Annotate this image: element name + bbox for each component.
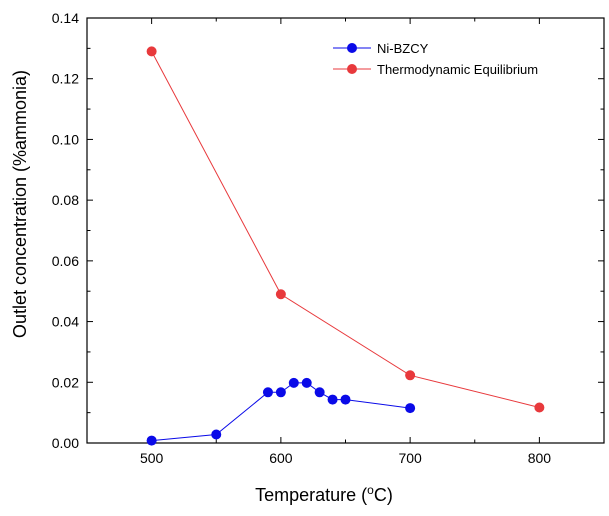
data-point-ni-bzcy xyxy=(327,394,338,405)
plot-frame xyxy=(86,17,605,444)
y-axis-title: Outlet concentration (%ammonia) xyxy=(10,70,30,338)
axis-ticks: 500 600 700 800 0.00 0.02 0.04 0.06 0.08 0.10 0.12… xyxy=(52,10,604,466)
x-tick-label: 800 xyxy=(528,450,552,466)
data-point-ni-bzcy xyxy=(146,435,157,446)
data-point-ni-bzcy xyxy=(301,377,312,388)
data-point-thermodynamic-equilibrium xyxy=(534,402,545,413)
legend-item-ni-bzcy: Ni-BZCY xyxy=(333,41,429,56)
data-point-thermodynamic-equilibrium xyxy=(146,46,157,57)
y-tick-label: 0.00 xyxy=(52,435,79,451)
data-point-ni-bzcy xyxy=(405,403,416,414)
series-line-ni-bzcy xyxy=(151,382,411,442)
legend-marker-ni-bzcy xyxy=(347,43,357,53)
x-tick-label: 700 xyxy=(398,450,422,466)
y-tick-label: 0.10 xyxy=(52,131,79,147)
data-point-ni-bzcy xyxy=(314,387,325,398)
x-tick-label: 600 xyxy=(269,450,293,466)
x-axis-title-main: Temperature ( xyxy=(255,485,367,505)
y-tick-label: 0.14 xyxy=(52,10,79,26)
legend-label-ni-bzcy: Ni-BZCY xyxy=(377,41,429,56)
y-tick-label: 0.08 xyxy=(52,192,79,208)
x-axis-title-unit: C) xyxy=(374,485,393,505)
data-point-ni-bzcy xyxy=(288,377,299,388)
data-point-thermodynamic-equilibrium xyxy=(405,370,416,381)
series-layer xyxy=(146,46,545,446)
data-point-thermodynamic-equilibrium xyxy=(275,289,286,300)
data-point-ni-bzcy xyxy=(211,429,222,440)
data-point-ni-bzcy xyxy=(340,394,351,405)
x-axis-title: Temperature (oC) xyxy=(255,483,393,505)
y-tick-label: 0.12 xyxy=(52,71,79,87)
y-tick-label: 0.02 xyxy=(52,374,79,390)
plot-border xyxy=(86,17,605,444)
series-line-thermodynamic-equilibrium xyxy=(151,51,540,408)
x-tick-label: 500 xyxy=(140,450,164,466)
data-point-ni-bzcy xyxy=(275,387,286,398)
x-axis-title-degree: o xyxy=(367,483,374,497)
data-point-ni-bzcy xyxy=(262,387,273,398)
legend-label-thermodynamic-equilibrium: Thermodynamic Equilibrium xyxy=(377,62,538,77)
y-tick-label: 0.06 xyxy=(52,253,79,269)
legend: Ni-BZCY Thermodynamic Equilibrium xyxy=(333,41,538,77)
legend-item-thermodynamic-equilibrium: Thermodynamic Equilibrium xyxy=(333,62,538,77)
legend-marker-thermodynamic-equilibrium xyxy=(347,64,357,74)
y-tick-label: 0.04 xyxy=(52,314,79,330)
